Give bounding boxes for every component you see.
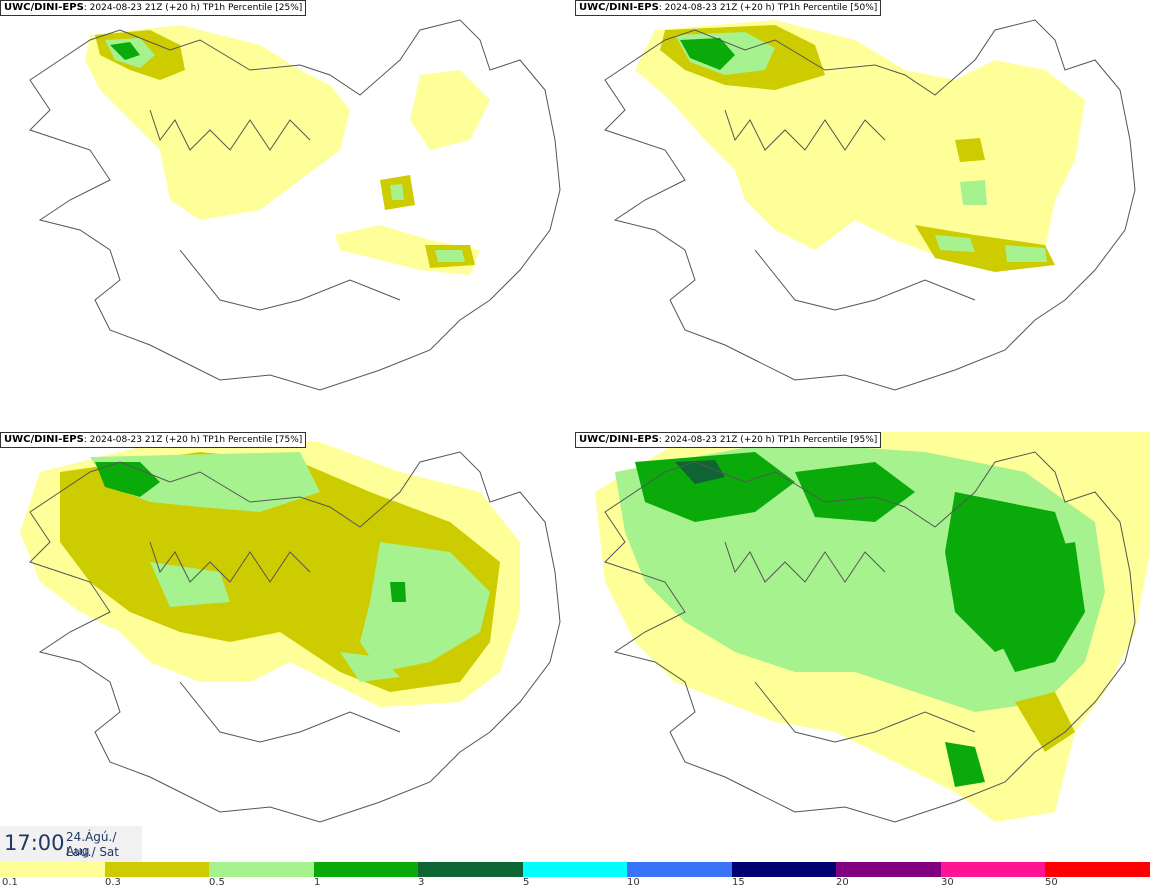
map-panel-p25: UWC/DINI-EPS: 2024-08-23 21Z (+20 h) TP1… bbox=[0, 0, 575, 430]
legend-swatch bbox=[627, 862, 732, 877]
legend-tick-label: 1 bbox=[314, 877, 321, 888]
iceland-map bbox=[604, 19, 1136, 391]
legend-tick-label: 20 bbox=[836, 877, 849, 888]
legend-tick-label: 0.5 bbox=[209, 877, 225, 888]
legend-swatch bbox=[105, 862, 210, 877]
legend-swatch bbox=[209, 862, 314, 877]
run-info: : 2024-08-23 21Z (+20 h) bbox=[658, 435, 775, 445]
coastline bbox=[29, 19, 561, 391]
legend-tick-label: 0.3 bbox=[105, 877, 121, 888]
field-name: TP1h Percentile [50%] bbox=[777, 3, 878, 13]
valid-time-box: 17:00 24.Ágú./ Aug Lau./ Sat bbox=[0, 826, 142, 862]
iceland-map bbox=[20, 432, 561, 823]
coastline bbox=[604, 451, 1136, 823]
model-name: UWC/DINI-EPS bbox=[4, 2, 84, 13]
field-name: TP1h Percentile [25%] bbox=[202, 3, 303, 13]
precip-field bbox=[85, 25, 490, 275]
legend-tick-label: 30 bbox=[941, 877, 954, 888]
coastline bbox=[29, 451, 561, 823]
iceland-map bbox=[29, 19, 561, 391]
coastline bbox=[604, 19, 1136, 391]
legend-swatch bbox=[523, 862, 628, 877]
valid-weekday: Lau./ Sat bbox=[66, 845, 119, 859]
legend-swatch bbox=[314, 862, 419, 877]
precip-field bbox=[20, 432, 520, 707]
model-name: UWC/DINI-EPS bbox=[579, 434, 659, 445]
map-panel-p75: UWC/DINI-EPS: 2024-08-23 21Z (+20 h) TP1… bbox=[0, 432, 575, 862]
panel-title: UWC/DINI-EPS: 2024-08-23 21Z (+20 h) TP1… bbox=[575, 0, 882, 16]
iceland-map bbox=[595, 432, 1150, 823]
legend-swatch bbox=[0, 862, 105, 877]
legend-tick-label: 3 bbox=[418, 877, 425, 888]
run-info: : 2024-08-23 21Z (+20 h) bbox=[83, 3, 200, 13]
legend-tick-label: 0.1 bbox=[2, 877, 18, 888]
legend-swatch bbox=[941, 862, 1046, 877]
valid-time: 17:00 bbox=[4, 831, 65, 855]
precip-field bbox=[595, 432, 1150, 822]
model-name: UWC/DINI-EPS bbox=[579, 2, 659, 13]
model-name: UWC/DINI-EPS bbox=[4, 434, 84, 445]
run-info: : 2024-08-23 21Z (+20 h) bbox=[658, 3, 775, 13]
panel-title: UWC/DINI-EPS: 2024-08-23 21Z (+20 h) TP1… bbox=[0, 0, 307, 16]
legend-tick-label: 10 bbox=[627, 877, 640, 888]
legend-swatch bbox=[836, 862, 941, 877]
run-info: : 2024-08-23 21Z (+20 h) bbox=[83, 435, 200, 445]
legend-tick-label: 5 bbox=[523, 877, 530, 888]
field-name: TP1h Percentile [75%] bbox=[202, 435, 303, 445]
legend-swatch bbox=[1045, 862, 1150, 877]
legend-tick-label: 50 bbox=[1045, 877, 1058, 888]
panel-title: UWC/DINI-EPS: 2024-08-23 21Z (+20 h) TP1… bbox=[575, 432, 882, 448]
legend-tick-label: 15 bbox=[732, 877, 745, 888]
legend-swatch bbox=[732, 862, 837, 877]
precip-field bbox=[635, 20, 1085, 272]
legend-swatch bbox=[418, 862, 523, 877]
field-name: TP1h Percentile [95%] bbox=[777, 435, 878, 445]
color-legend bbox=[0, 862, 1150, 877]
panel-title: UWC/DINI-EPS: 2024-08-23 21Z (+20 h) TP1… bbox=[0, 432, 307, 448]
map-panel-p50: UWC/DINI-EPS: 2024-08-23 21Z (+20 h) TP1… bbox=[575, 0, 1150, 430]
map-panel-p95: UWC/DINI-EPS: 2024-08-23 21Z (+20 h) TP1… bbox=[575, 432, 1150, 862]
valid-date: 24.Ágú./ Aug bbox=[66, 830, 117, 858]
